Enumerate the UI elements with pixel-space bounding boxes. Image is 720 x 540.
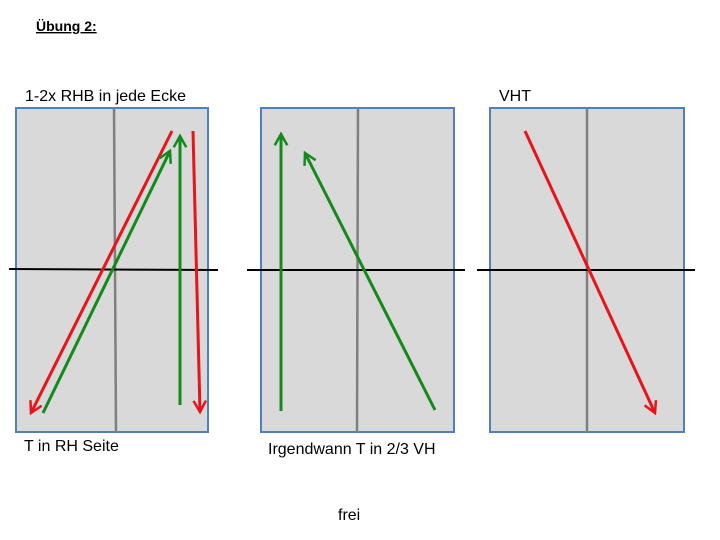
panel — [8, 107, 219, 433]
panel-label: 1-2x RHB in jede Ecke — [25, 88, 186, 105]
arrow — [305, 153, 437, 411]
title: Übung 2: — [36, 18, 97, 34]
arrow — [523, 130, 655, 413]
panel-label: VHT — [499, 88, 531, 105]
panel-label: Irgendwann T in 2/3 VH — [268, 441, 436, 458]
arrow — [31, 130, 174, 413]
panel — [477, 107, 695, 433]
panel-label: T in RH Seite — [24, 438, 119, 455]
footer-text: frei — [338, 507, 360, 524]
panel — [247, 107, 465, 433]
arrow — [41, 151, 170, 414]
arrow — [191, 130, 200, 412]
